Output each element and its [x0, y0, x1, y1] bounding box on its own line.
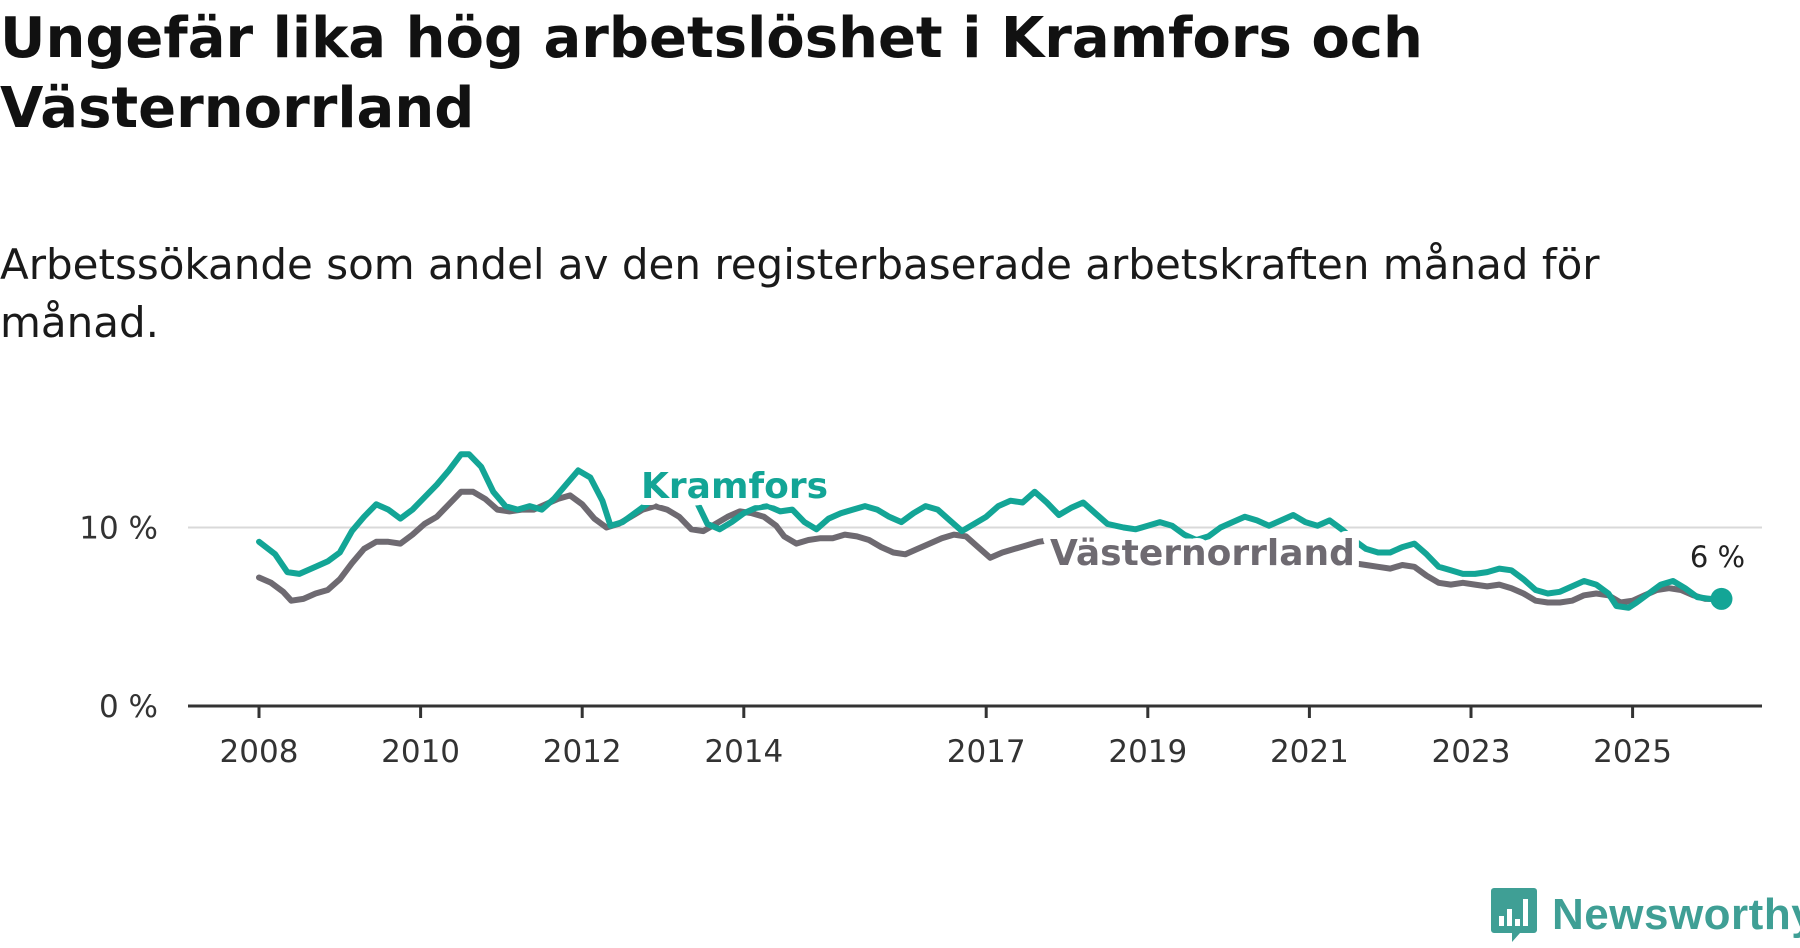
- x-tick-label: 2021: [1270, 734, 1349, 770]
- series-label-kramfors-halo: Kramfors: [641, 466, 828, 507]
- newsworthy-logo-text: Newsworthy: [1552, 890, 1800, 939]
- end-point-marker: [1710, 587, 1733, 610]
- series-label-vasternorrland: Västernorrland: [1050, 533, 1355, 574]
- series-label-vasternorrland-halo: Västernorrland: [1050, 533, 1355, 574]
- y-tick-label: 10 %: [79, 511, 158, 547]
- end-value-label: 6 %: [1690, 540, 1745, 574]
- x-tick-label: 2008: [220, 734, 299, 770]
- newsworthy-logo: Newsworthy: [1490, 886, 1800, 944]
- chart-subtitle: Arbetssökande som andel av den registerb…: [0, 240, 1600, 347]
- series-line-vasternorrland: [256, 488, 1725, 606]
- chart-title: Ungefär lika hög arbetslöshet i Kramfors…: [0, 6, 1423, 141]
- x-tick-label: 2010: [381, 734, 460, 770]
- newsworthy-logo-icon: [1491, 888, 1537, 942]
- series-line-kramfors: [256, 451, 1725, 611]
- x-tick-label: 2012: [543, 734, 622, 770]
- x-tick-label: 2023: [1432, 734, 1511, 770]
- x-tick-label: 2019: [1108, 734, 1187, 770]
- x-tick-label: 2014: [704, 734, 783, 770]
- series-label-kramfors: Kramfors: [641, 466, 828, 507]
- x-tick-label: 2017: [947, 734, 1026, 770]
- x-tick-label: 2025: [1593, 734, 1672, 770]
- y-tick-label: 0 %: [99, 689, 158, 725]
